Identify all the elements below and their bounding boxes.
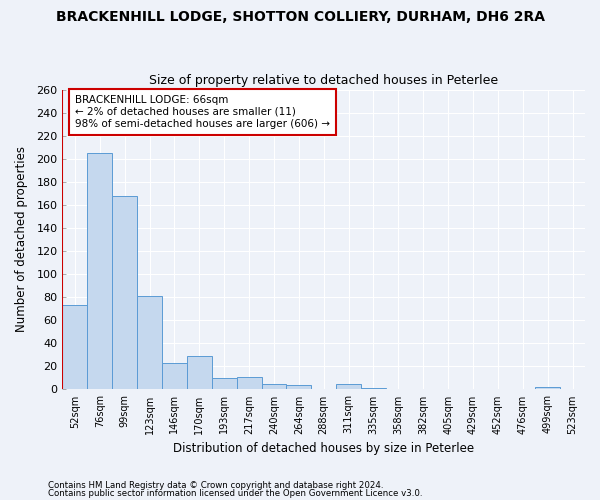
Bar [137, 296, 162, 390]
Bar [212, 378, 236, 390]
Y-axis label: Number of detached properties: Number of detached properties [15, 146, 28, 332]
Bar [286, 385, 311, 390]
Bar [112, 196, 137, 390]
Bar [262, 384, 286, 390]
Bar [535, 387, 560, 390]
Bar [361, 388, 386, 390]
X-axis label: Distribution of detached houses by size in Peterlee: Distribution of detached houses by size … [173, 442, 474, 455]
Text: Contains public sector information licensed under the Open Government Licence v3: Contains public sector information licen… [48, 488, 422, 498]
Bar [187, 356, 212, 390]
Text: Contains HM Land Registry data © Crown copyright and database right 2024.: Contains HM Land Registry data © Crown c… [48, 481, 383, 490]
Title: Size of property relative to detached houses in Peterlee: Size of property relative to detached ho… [149, 74, 498, 87]
Text: BRACKENHILL LODGE, SHOTTON COLLIERY, DURHAM, DH6 2RA: BRACKENHILL LODGE, SHOTTON COLLIERY, DUR… [56, 10, 545, 24]
Bar [62, 305, 88, 390]
Bar [88, 153, 112, 390]
Bar [162, 363, 187, 390]
Bar [236, 376, 262, 390]
Bar [336, 384, 361, 390]
Text: BRACKENHILL LODGE: 66sqm
← 2% of detached houses are smaller (11)
98% of semi-de: BRACKENHILL LODGE: 66sqm ← 2% of detache… [75, 96, 330, 128]
